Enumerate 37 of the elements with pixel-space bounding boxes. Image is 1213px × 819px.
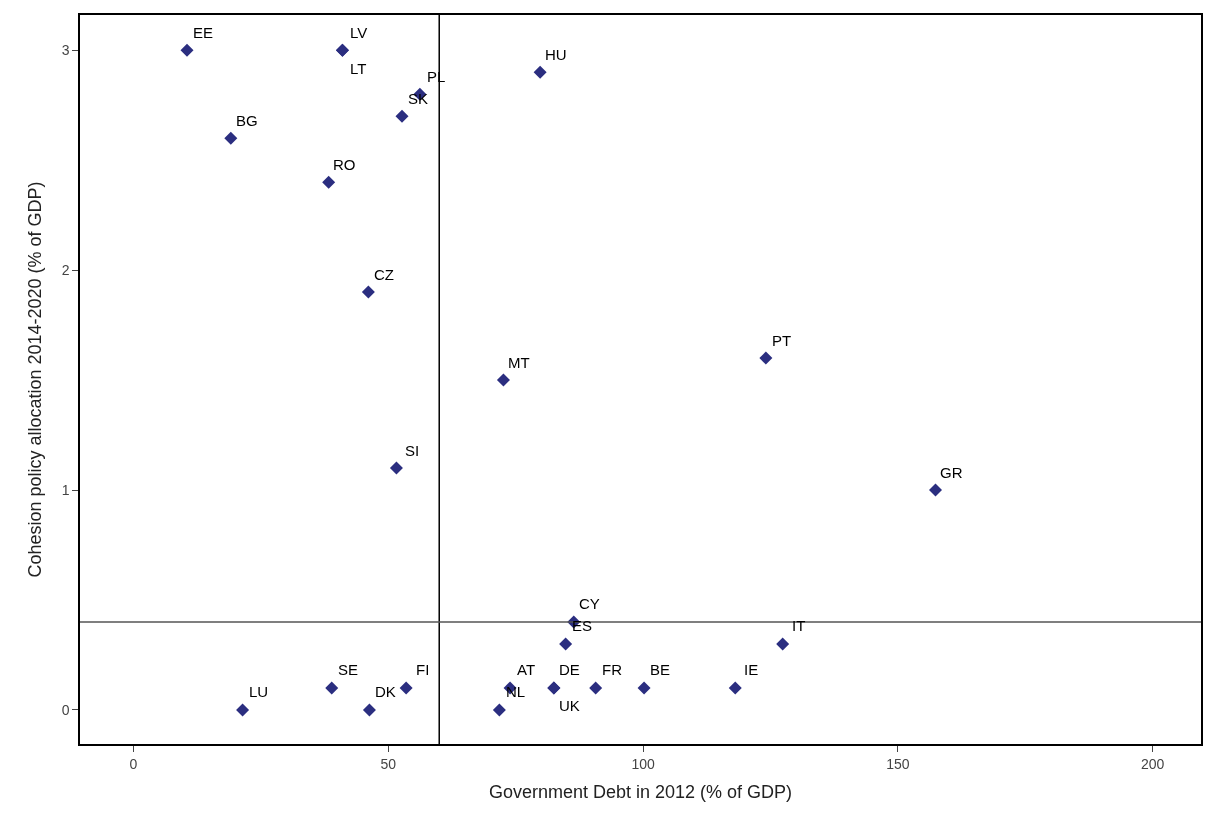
annotation: GR [940,464,963,481]
annotation: NL [506,683,526,700]
y-tick-label: 1 [61,481,70,498]
annotation: CZ [374,266,394,283]
x-tick-label: 200 [1140,755,1165,772]
annotation: EE [193,24,214,41]
annotation: BG [236,112,258,129]
y-axis-title: Cohesion policy allocation 2014-2020 (% of GDP) [25,181,46,578]
annotation: RO [333,156,356,173]
annotation: LU [249,683,269,700]
annotation: DE [559,661,580,678]
y-tick-label: 0 [61,701,70,718]
x-tick-label: 150 [886,755,910,772]
annotation: DK [375,683,396,700]
annotation: SK [408,90,429,107]
annotation: PT [772,332,792,349]
annotation: MT [508,354,530,371]
y-tick-label: 3 [61,42,70,59]
annotation: CY [579,595,600,612]
x-tick-label: 0 [129,755,138,772]
annotation: FR [602,661,623,678]
annotation: BE [650,661,671,678]
annotation: IT [792,617,806,634]
annotation: SE [338,661,359,678]
annotation: FI [416,661,430,678]
x-tick-label: 100 [631,755,655,772]
annotation: ES [572,617,593,634]
annotation: LT [350,60,367,77]
annotation: SI [405,442,420,459]
annotation: LV [350,24,368,41]
annotation: UK [559,697,580,714]
annotation: AT [517,661,536,678]
y-tick-label: 2 [61,262,70,278]
x-axis-title: Government Debt in 2012 (% of GDP) [488,782,793,803]
annotation: IE [744,661,759,678]
annotation: HU [545,46,567,63]
x-tick-label: 50 [380,755,397,772]
